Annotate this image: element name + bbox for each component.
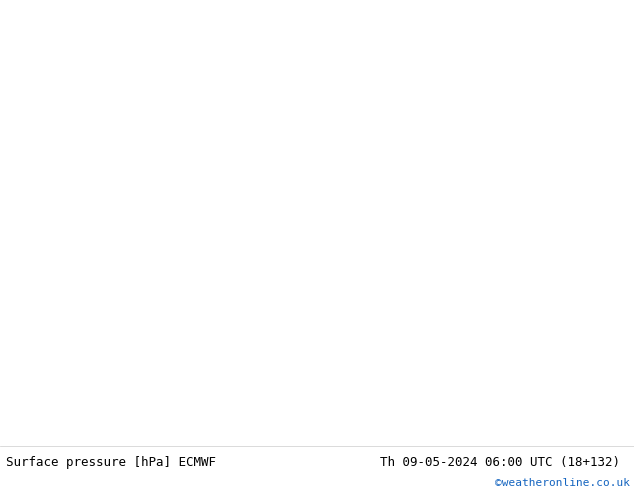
Text: ©weatheronline.co.uk: ©weatheronline.co.uk xyxy=(495,478,630,489)
Text: Surface pressure [hPa] ECMWF: Surface pressure [hPa] ECMWF xyxy=(6,456,216,469)
Text: Th 09-05-2024 06:00 UTC (18+132): Th 09-05-2024 06:00 UTC (18+132) xyxy=(380,456,621,469)
